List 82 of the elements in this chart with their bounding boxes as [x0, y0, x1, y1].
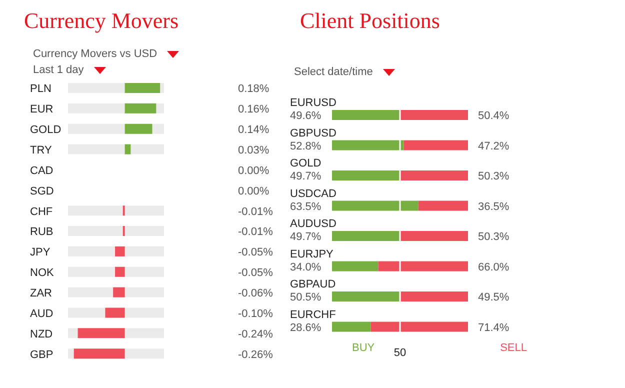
data-label: 0.14% [238, 124, 270, 136]
data-label: 0.03% [238, 144, 270, 156]
bar [115, 246, 125, 256]
bar [332, 292, 401, 302]
chart-title: Client Positions [300, 8, 441, 35]
data-label: 63.5% [290, 200, 322, 213]
bar [418, 200, 468, 211]
y-tick-label: RUB [30, 226, 54, 238]
chart-title: Currency Movers [24, 8, 180, 35]
y-tick-label: ZAR [30, 288, 52, 300]
y-tick-label: CHF [30, 206, 53, 218]
bar [124, 144, 131, 154]
bar [332, 231, 400, 241]
data-label: -0.01% [238, 206, 274, 218]
y-tick-label: PLN [30, 83, 52, 96]
bar [105, 308, 125, 318]
y-tick-label: GBPUSD [290, 127, 337, 140]
data-label: 0.00% [238, 185, 270, 198]
y-tick-label: GOLD [30, 124, 62, 136]
bar [404, 140, 468, 150]
data-label: 49.6% [290, 110, 322, 122]
bar [400, 292, 468, 302]
bar [399, 110, 468, 120]
data-label: 50.4% [478, 110, 510, 122]
bar [332, 170, 400, 180]
data-label: 52.8% [290, 140, 322, 152]
y-tick-label: NOK [30, 267, 54, 280]
data-label: -0.01% [238, 226, 274, 238]
series-label: BUY [352, 342, 375, 354]
bar [400, 170, 468, 180]
bar [113, 287, 125, 298]
bar [378, 261, 468, 272]
y-tick-label: GBPAUD [290, 278, 336, 291]
bar [332, 200, 418, 211]
text: SELL [500, 342, 527, 354]
data-label: 0.16% [238, 104, 270, 116]
y-tick-label: EUR [30, 104, 54, 116]
data-label: 66.0% [478, 261, 510, 274]
data-label: -0.24% [238, 328, 274, 340]
data-label: 49.7% [290, 231, 322, 243]
data-label: -0.05% [238, 246, 274, 259]
data-label: 49.5% [478, 292, 510, 304]
y-tick-label: CAD [30, 164, 54, 177]
data-label: 28.6% [290, 322, 322, 334]
data-label: -0.05% [238, 267, 274, 280]
bar [332, 140, 404, 150]
data-label: 0.00% [238, 164, 270, 177]
data-label: 49.7% [290, 170, 322, 182]
bar [400, 231, 468, 241]
bar [124, 124, 152, 134]
y-tick-label: JPY [30, 246, 51, 259]
data-label: 50.3% [478, 231, 510, 243]
data-label: 50.5% [290, 292, 322, 304]
y-tick-label: GBP [30, 348, 54, 361]
bar [115, 266, 125, 277]
y-tick-label: AUDUSD [290, 218, 337, 230]
data-label: 47.2% [478, 140, 510, 152]
data-label: 0.18% [238, 83, 270, 96]
bar [332, 322, 371, 332]
bar [332, 110, 400, 120]
bar [332, 261, 378, 272]
data-label: -0.26% [238, 348, 274, 361]
data-label: -0.10% [238, 308, 274, 320]
y-tick-label: TRY [30, 144, 52, 156]
chart-subtitle: Select date/time [294, 66, 374, 78]
y-tick-label: NZD [30, 328, 53, 340]
bar [370, 322, 468, 332]
y-tick-label: EURCHF [290, 308, 336, 321]
data-label: 36.5% [478, 200, 510, 213]
data-label: 50.3% [478, 170, 510, 182]
y-tick-label: SGD [30, 185, 54, 198]
y-tick-label: GOLD [290, 158, 322, 170]
text: Last 1 day [33, 64, 85, 76]
y-tick-label: AUD [30, 308, 54, 320]
y-tick-label: USDCAD [290, 188, 337, 200]
y-tick-label: EURJPY [290, 248, 334, 260]
data-label: 71.4% [478, 322, 510, 334]
y-tick-label: EURUSD [290, 97, 337, 110]
data-label: -0.06% [238, 288, 274, 300]
chart-subtitle: Currency Movers vs USD [33, 48, 158, 60]
data-label: 34.0% [290, 261, 322, 274]
ref-line-label: 50 [394, 346, 406, 359]
